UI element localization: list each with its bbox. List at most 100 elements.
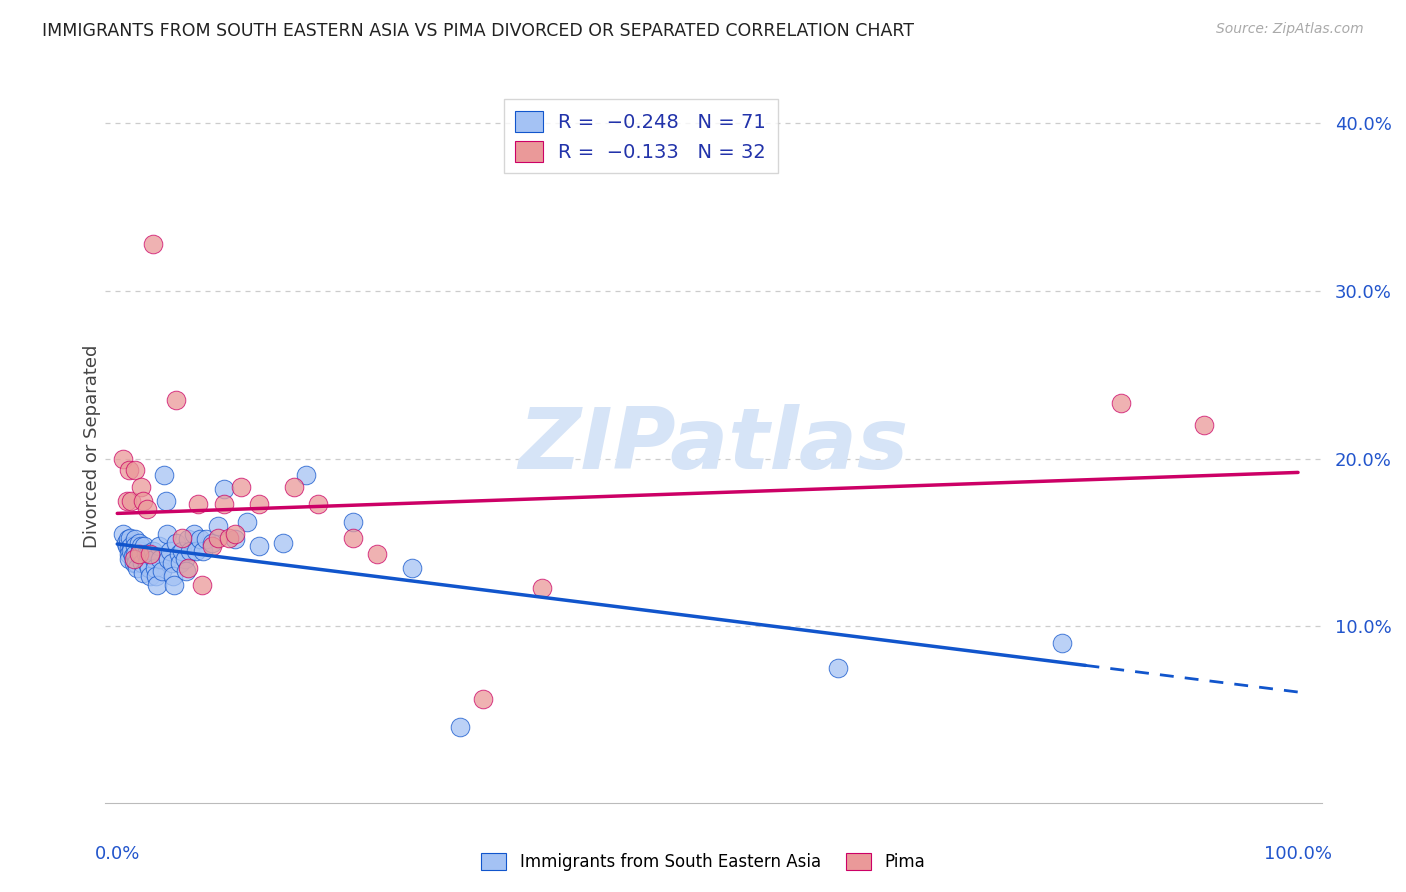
- Point: [122, 556, 145, 570]
- Point: [153, 468, 176, 483]
- Point: [187, 497, 209, 511]
- Point: [128, 547, 150, 561]
- Point: [124, 539, 146, 553]
- Point: [449, 720, 471, 734]
- Point: [157, 552, 180, 566]
- Point: [188, 532, 211, 546]
- Point: [120, 544, 142, 558]
- Point: [149, 552, 172, 566]
- Point: [139, 569, 162, 583]
- Point: [342, 516, 364, 530]
- Text: Source: ZipAtlas.com: Source: ZipAtlas.com: [1216, 22, 1364, 37]
- Point: [128, 535, 150, 549]
- Legend: R =  −0.248   N = 71, R =  −0.133   N = 32: R = −0.248 N = 71, R = −0.133 N = 32: [503, 99, 778, 173]
- Point: [169, 556, 191, 570]
- Point: [472, 691, 495, 706]
- Point: [201, 539, 224, 553]
- Point: [112, 527, 135, 541]
- Point: [165, 535, 187, 549]
- Y-axis label: Divorced or Separated: Divorced or Separated: [83, 344, 101, 548]
- Point: [295, 468, 318, 483]
- Point: [148, 539, 170, 553]
- Point: [247, 497, 270, 511]
- Point: [117, 532, 139, 546]
- Point: [366, 547, 388, 561]
- Point: [118, 463, 141, 477]
- Point: [194, 532, 217, 546]
- Point: [174, 564, 197, 578]
- Point: [1050, 636, 1073, 650]
- Point: [142, 236, 165, 251]
- Point: [1109, 396, 1132, 410]
- Point: [307, 497, 329, 511]
- Point: [136, 547, 159, 561]
- Point: [531, 581, 554, 595]
- Point: [128, 544, 150, 558]
- Point: [124, 463, 146, 477]
- Point: [120, 493, 142, 508]
- Point: [127, 560, 149, 574]
- Point: [173, 552, 195, 566]
- Point: [135, 502, 157, 516]
- Point: [115, 539, 138, 553]
- Point: [129, 539, 152, 553]
- Point: [177, 532, 200, 546]
- Point: [218, 531, 240, 545]
- Point: [121, 549, 143, 563]
- Point: [160, 556, 183, 570]
- Point: [129, 547, 152, 561]
- Point: [172, 544, 194, 558]
- Point: [155, 493, 177, 508]
- Point: [142, 544, 165, 558]
- Point: [172, 531, 194, 545]
- Point: [247, 539, 270, 553]
- Legend: Immigrants from South Eastern Asia, Pima: Immigrants from South Eastern Asia, Pima: [472, 845, 934, 880]
- Point: [120, 539, 142, 553]
- Point: [131, 556, 153, 570]
- Point: [193, 544, 215, 558]
- Point: [401, 560, 423, 574]
- Point: [162, 569, 184, 583]
- Point: [201, 535, 224, 549]
- Point: [191, 577, 214, 591]
- Point: [231, 480, 253, 494]
- Point: [207, 531, 229, 545]
- Point: [118, 552, 141, 566]
- Point: [124, 532, 146, 546]
- Point: [112, 451, 135, 466]
- Point: [139, 547, 162, 561]
- Text: 100.0%: 100.0%: [1264, 845, 1331, 863]
- Text: ZIPatlas: ZIPatlas: [519, 404, 908, 488]
- Point: [120, 531, 142, 545]
- Point: [132, 493, 155, 508]
- Point: [145, 569, 167, 583]
- Point: [114, 535, 136, 549]
- Point: [135, 547, 157, 561]
- Point: [122, 552, 145, 566]
- Point: [167, 547, 190, 561]
- Point: [132, 566, 155, 580]
- Point: [212, 497, 235, 511]
- Point: [1192, 417, 1215, 432]
- Point: [271, 535, 294, 549]
- Point: [143, 560, 166, 574]
- Point: [146, 577, 169, 591]
- Point: [125, 556, 148, 570]
- Point: [163, 577, 186, 591]
- Point: [138, 560, 160, 574]
- Point: [224, 532, 246, 546]
- Point: [165, 392, 187, 407]
- Point: [186, 544, 208, 558]
- Text: IMMIGRANTS FROM SOUTH EASTERN ASIA VS PIMA DIVORCED OR SEPARATED CORRELATION CHA: IMMIGRANTS FROM SOUTH EASTERN ASIA VS PI…: [42, 22, 914, 40]
- Point: [118, 547, 141, 561]
- Point: [156, 527, 179, 541]
- Point: [183, 527, 205, 541]
- Point: [118, 541, 141, 555]
- Point: [115, 493, 138, 508]
- Point: [129, 480, 152, 494]
- Point: [159, 544, 181, 558]
- Point: [827, 661, 849, 675]
- Point: [124, 547, 146, 561]
- Point: [207, 518, 229, 533]
- Point: [224, 527, 246, 541]
